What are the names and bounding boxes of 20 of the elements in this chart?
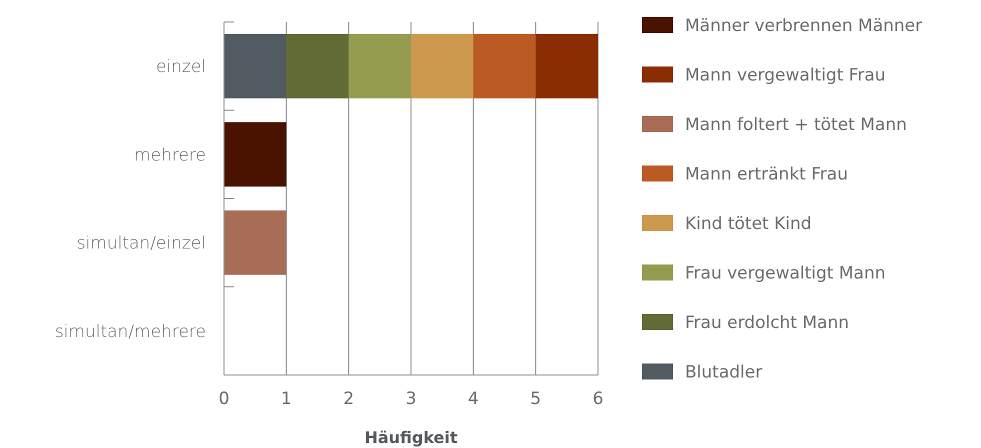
y-tick-label: mehrere bbox=[134, 145, 206, 166]
x-tick-label: 2 bbox=[343, 389, 354, 409]
x-tick-label: 5 bbox=[530, 389, 542, 409]
y-tick-label: simultan/einzel bbox=[76, 234, 206, 254]
y-tick-label: simultan/mehrere bbox=[54, 322, 206, 342]
x-tick-label: 1 bbox=[280, 389, 292, 409]
x-tick-label: 4 bbox=[468, 389, 479, 409]
legend-label: Mann vergewaltigt Frau bbox=[685, 65, 886, 86]
legend-label: Kind tötet Kind bbox=[685, 214, 812, 234]
legend-label: Blutadler bbox=[685, 362, 762, 382]
x-tick-label: 3 bbox=[406, 389, 416, 409]
legend-label: Frau erdolcht Mann bbox=[685, 312, 850, 333]
legend-label: Männer verbrennen Männer bbox=[685, 16, 922, 36]
x-tick-label: 6 bbox=[592, 389, 604, 409]
x-tick-label: 0 bbox=[218, 389, 230, 409]
legend-label: Mann foltert + tötet Mann bbox=[685, 114, 907, 135]
legend-label: Frau vergewaltigt Mann bbox=[685, 263, 886, 284]
x-axis-title: Häufigkeit bbox=[364, 428, 458, 447]
y-tick-label: einzel bbox=[156, 57, 206, 78]
legend-label: Mann ertränkt Frau bbox=[685, 164, 848, 184]
